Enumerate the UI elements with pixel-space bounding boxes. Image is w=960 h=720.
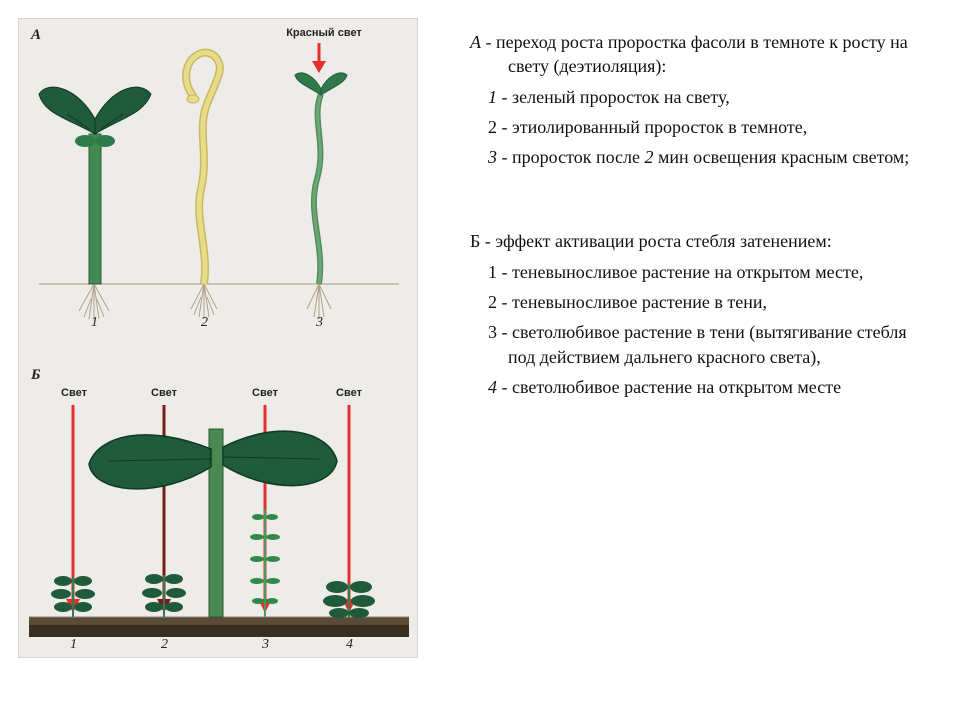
text-b4: 4 - светолюбивое растение на открытом ме… xyxy=(470,375,930,399)
light-label-2: Свет xyxy=(147,387,181,399)
diagram-panel: А Красный свет xyxy=(0,0,430,720)
text-panel: А - переход роста проростка фасоли в тем… xyxy=(430,0,960,720)
num-b1: 1 xyxy=(70,637,77,653)
text-a-head: А - переход роста проростка фасоли в тем… xyxy=(470,30,930,79)
light-label-1: Свет xyxy=(57,387,91,399)
num-a1: 1 xyxy=(91,315,98,331)
plant-3 xyxy=(250,509,280,617)
diagram-box: А Красный свет xyxy=(18,18,418,658)
diagram-svg: Б xyxy=(19,19,419,659)
num-a3: 3 xyxy=(316,315,323,331)
text-a2: 2 - этиолированный проросток в темноте, xyxy=(470,115,930,139)
text-b3: 3 - светолюбивое растение в тени (вытяги… xyxy=(470,320,930,369)
text-a1: 1 - зеленый проросток на свету, xyxy=(470,85,930,109)
plant-1 xyxy=(51,576,95,617)
num-b4: 4 xyxy=(346,637,353,653)
num-a2: 2 xyxy=(201,315,208,331)
light-label-3: Свет xyxy=(248,387,282,399)
plant-4 xyxy=(323,581,375,618)
seedling-3 xyxy=(295,73,347,319)
num-b2: 2 xyxy=(161,637,168,653)
text-b1: 1 - теневыносливое растение на открытом … xyxy=(470,260,930,284)
num-b3: 3 xyxy=(262,637,269,653)
svg-text:Б: Б xyxy=(30,367,41,383)
light-label-4: Свет xyxy=(332,387,366,399)
text-b-head: Б - эффект активации роста стебля затене… xyxy=(470,229,930,253)
text-b2: 2 - теневыносливое растение в тени, xyxy=(470,290,930,314)
plant-2 xyxy=(142,574,186,617)
shade-plant xyxy=(89,429,337,617)
text-a3: 3 - проросток после 2 мин освещения крас… xyxy=(470,145,930,169)
light-arrow-4 xyxy=(342,405,356,613)
red-light-arrow-icon xyxy=(312,43,326,73)
seedling-2 xyxy=(186,53,220,319)
